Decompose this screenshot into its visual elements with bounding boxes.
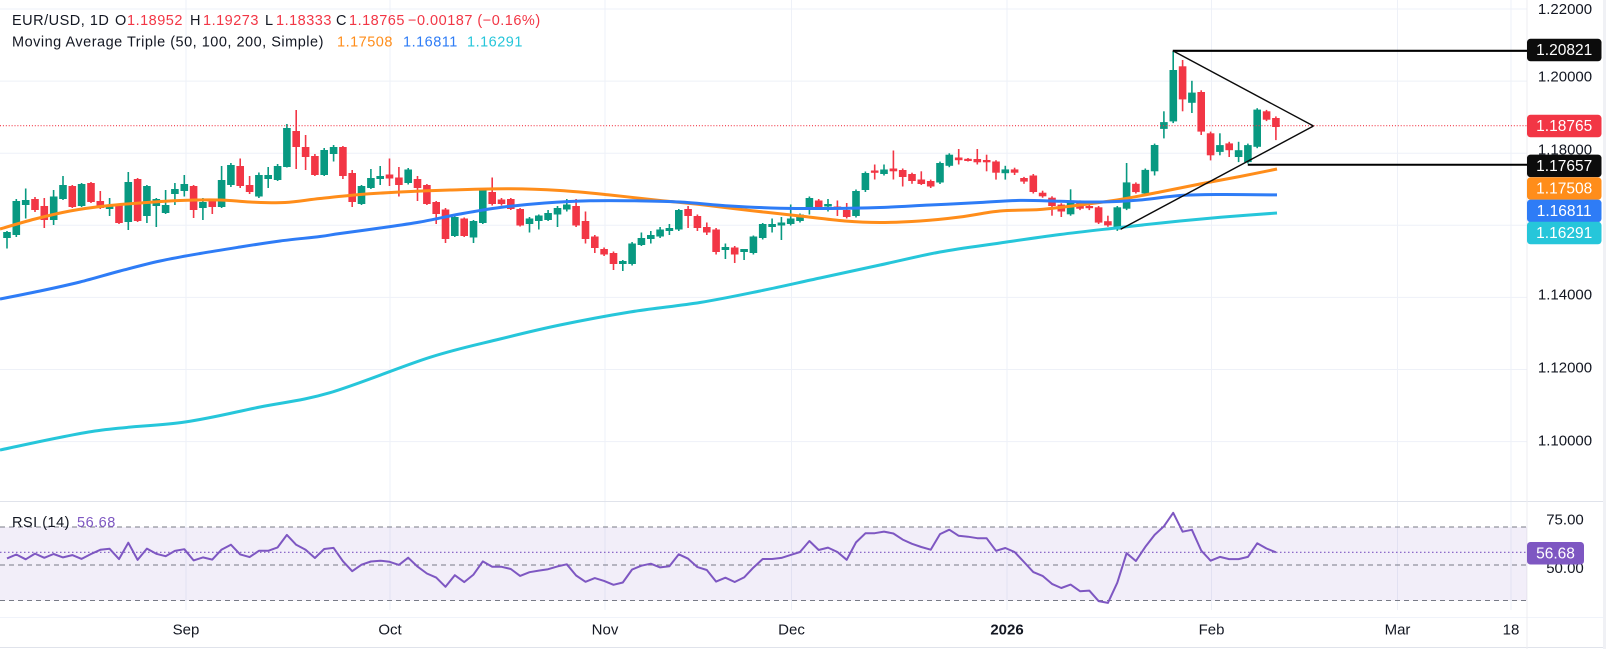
- svg-text:1.20000: 1.20000: [1538, 69, 1592, 86]
- svg-text:56.68: 56.68: [1536, 545, 1575, 562]
- svg-text:1.18765: 1.18765: [1536, 118, 1592, 135]
- svg-text:1.14000: 1.14000: [1538, 287, 1592, 304]
- svg-text:1.19273: 1.19273: [203, 13, 259, 29]
- svg-text:Dec: Dec: [778, 622, 805, 639]
- svg-text:1.12000: 1.12000: [1538, 360, 1592, 377]
- svg-text:Mar: Mar: [1385, 622, 1411, 639]
- svg-text:Moving Average Triple (50, 100: Moving Average Triple (50, 100, 200, Sim…: [12, 35, 324, 51]
- svg-text:75.00: 75.00: [1546, 512, 1584, 529]
- svg-text:1.10000: 1.10000: [1538, 433, 1592, 450]
- svg-text:1.16291: 1.16291: [1536, 225, 1592, 242]
- svg-text:L: L: [265, 13, 274, 29]
- svg-text:1.17508: 1.17508: [337, 35, 393, 51]
- svg-text:56.68: 56.68: [77, 515, 116, 531]
- svg-text:1.17508: 1.17508: [1536, 181, 1592, 198]
- svg-text:Nov: Nov: [592, 622, 619, 639]
- svg-text:1.16811: 1.16811: [1537, 203, 1592, 220]
- svg-text:1.22000: 1.22000: [1538, 1, 1592, 18]
- svg-text:Sep: Sep: [173, 622, 200, 639]
- svg-text:Feb: Feb: [1199, 622, 1225, 639]
- svg-text:−0.00187 (−0.16%): −0.00187 (−0.16%): [408, 13, 541, 29]
- svg-text:1.17657: 1.17657: [1536, 158, 1592, 175]
- svg-text:1.18765: 1.18765: [349, 13, 405, 29]
- svg-text:H: H: [190, 13, 201, 29]
- svg-text:1.16811: 1.16811: [403, 35, 458, 51]
- svg-text:18: 18: [1503, 622, 1520, 639]
- svg-text:EUR/USD, 1D: EUR/USD, 1D: [12, 13, 109, 29]
- svg-text:1.18952: 1.18952: [127, 13, 183, 29]
- svg-text:C: C: [336, 13, 347, 29]
- svg-text:O: O: [115, 13, 127, 29]
- svg-text:1.18333: 1.18333: [276, 13, 332, 29]
- svg-text:RSI (14): RSI (14): [12, 515, 70, 531]
- svg-text:1.18000: 1.18000: [1538, 142, 1592, 159]
- svg-text:2026: 2026: [990, 622, 1023, 639]
- svg-text:1.16291: 1.16291: [467, 35, 523, 51]
- svg-text:Oct: Oct: [378, 622, 402, 639]
- svg-text:1.20821: 1.20821: [1536, 42, 1592, 59]
